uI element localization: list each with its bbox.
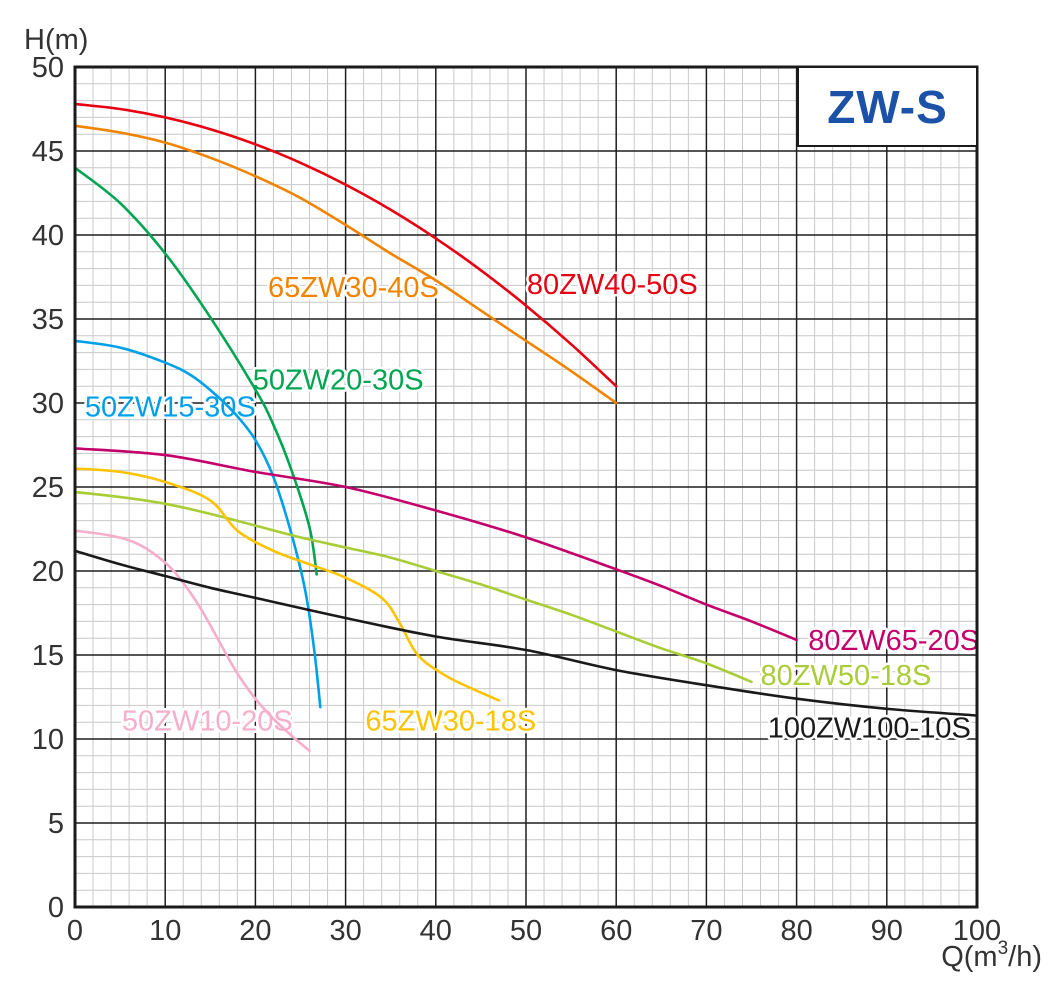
x-tick-label: 50 xyxy=(510,915,542,947)
curve-label-80ZW65-20S: 80ZW65-20S xyxy=(808,625,979,657)
series-family-title: ZW-S xyxy=(827,80,948,133)
curve-80ZW65-20S xyxy=(73,447,798,642)
curve-65ZW30-40S xyxy=(73,124,618,405)
plot-border xyxy=(73,65,979,909)
x-tick-label: 100 xyxy=(953,915,1001,947)
x-tick-label: 10 xyxy=(149,915,181,947)
curve-100ZW100-10S xyxy=(73,549,979,717)
x-tick-label: 70 xyxy=(690,915,722,947)
y-axis-label: H(m) xyxy=(24,24,88,56)
x-tick-label: 0 xyxy=(67,915,83,947)
curve-label-50ZW20-30S: 50ZW20-30S xyxy=(253,365,424,397)
curve-50ZW20-30S xyxy=(73,166,318,576)
y-tick-label: 10 xyxy=(32,724,64,756)
curve-label-80ZW50-18S: 80ZW50-18S xyxy=(761,660,932,692)
y-tick-label: 0 xyxy=(48,892,64,924)
curve-65ZW30-18S xyxy=(73,467,501,702)
x-tick-label: 20 xyxy=(239,915,271,947)
x-axis-label: Q(m3/h) xyxy=(941,938,1042,973)
y-tick-label: 45 xyxy=(32,136,64,168)
x-tick-label: 80 xyxy=(780,915,812,947)
x-tick-label: 90 xyxy=(871,915,903,947)
curve-50ZW15-30S xyxy=(73,339,322,709)
series-family-title-box: ZW-S xyxy=(797,66,978,147)
y-tick-label: 25 xyxy=(32,472,64,504)
y-tick-label: 5 xyxy=(48,808,64,840)
y-tick-label: 40 xyxy=(32,220,64,252)
x-tick-label: 40 xyxy=(420,915,452,947)
x-tick-label: 30 xyxy=(329,915,361,947)
curve-label-80ZW40-50S: 80ZW40-50S xyxy=(527,269,698,301)
curve-80ZW40-50S xyxy=(73,102,618,388)
y-tick-label: 35 xyxy=(32,304,64,336)
curve-80ZW50-18S xyxy=(73,490,753,684)
y-tick-label: 20 xyxy=(32,556,64,588)
curve-label-65ZW30-18S: 65ZW30-18S xyxy=(365,706,536,738)
curve-50ZW10-20S xyxy=(73,529,311,753)
y-tick-label: 15 xyxy=(32,640,64,672)
curve-label-65ZW30-40S: 65ZW30-40S xyxy=(268,272,439,304)
y-tick-label: 30 xyxy=(32,388,64,420)
curve-label-100ZW100-10S: 100ZW100-10S xyxy=(768,712,971,744)
x-tick-label: 60 xyxy=(600,915,632,947)
y-tick-label: 50 xyxy=(32,52,64,84)
